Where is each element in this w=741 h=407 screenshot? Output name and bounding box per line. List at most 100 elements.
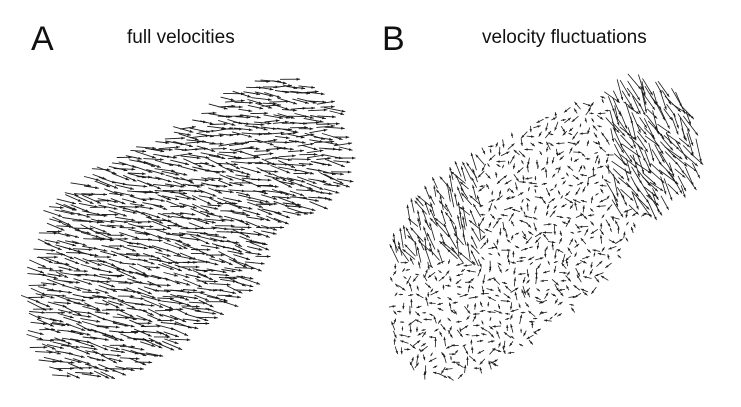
velocity-arrow-shaft	[635, 149, 645, 174]
velocity-arrow-head	[626, 170, 630, 174]
velocity-arrow-head	[637, 173, 640, 177]
velocity-arrow-head	[246, 257, 250, 261]
velocity-arrow-shaft	[612, 97, 622, 116]
velocity-arrow-head	[580, 173, 584, 177]
velocity-arrow-head	[293, 108, 297, 112]
velocity-arrow-head	[526, 289, 529, 293]
velocity-arrow-head	[525, 240, 529, 244]
velocity-arrow-head	[176, 281, 180, 285]
velocity-arrow-head	[196, 319, 200, 323]
velocity-arrow-head	[300, 149, 304, 153]
velocity-arrow-shaft	[219, 300, 239, 307]
velocity-arrow-head	[476, 334, 480, 337]
velocity-arrow-head	[142, 172, 146, 176]
velocity-arrow-head	[520, 142, 523, 146]
velocity-arrow-head	[581, 288, 585, 292]
velocity-arrow-shaft	[435, 221, 450, 238]
velocity-arrow-shaft	[611, 160, 630, 174]
velocity-arrow-head	[599, 146, 603, 150]
velocity-arrow-shaft	[173, 141, 193, 148]
velocity-arrow-shaft	[406, 204, 411, 225]
velocity-arrow-head	[659, 212, 662, 216]
velocity-arrow-head	[96, 307, 100, 310]
velocity-arrow-shaft	[191, 195, 212, 205]
velocity-arrow-head	[284, 221, 289, 225]
velocity-arrow-shaft	[173, 126, 194, 133]
velocity-arrow-shaft	[75, 340, 95, 348]
velocity-arrow-head	[545, 292, 549, 296]
velocity-arrow-shaft	[671, 153, 688, 167]
velocity-arrow-head	[588, 103, 592, 107]
velocity-arrow-head	[124, 237, 128, 241]
velocity-arrow-shaft	[290, 158, 311, 160]
velocity-arrow-head	[287, 196, 291, 200]
velocity-arrow-head	[582, 205, 585, 209]
velocity-arrow-head	[441, 370, 444, 374]
velocity-arrow-head	[129, 281, 133, 285]
velocity-arrow-head	[530, 262, 533, 265]
velocity-arrow-head	[249, 239, 254, 242]
velocity-arrow-head	[222, 270, 227, 274]
velocity-arrow-head	[600, 184, 603, 187]
velocity-arrow-head	[417, 332, 421, 336]
velocity-arrow-head	[225, 273, 229, 277]
velocity-arrow-head	[120, 233, 124, 237]
velocity-arrow-head	[462, 206, 465, 210]
velocity-arrow-head	[167, 197, 171, 201]
velocity-arrow-head	[140, 203, 144, 207]
velocity-arrow-shaft	[190, 208, 211, 218]
velocity-arrow-head	[667, 130, 671, 134]
velocity-arrow-head	[80, 355, 85, 358]
velocity-arrow-head	[446, 183, 449, 187]
velocity-arrow-head	[451, 171, 455, 175]
velocity-arrow-head	[520, 329, 523, 332]
velocity-arrow-head	[543, 200, 546, 204]
velocity-arrow-head	[223, 184, 227, 188]
velocity-arrow-head	[459, 206, 463, 210]
velocity-arrow-head	[230, 190, 234, 194]
velocity-arrow-head	[580, 182, 583, 185]
velocity-arrow-head	[228, 183, 233, 186]
velocity-arrow-head	[223, 106, 228, 110]
velocity-arrow-head	[498, 262, 502, 266]
velocity-arrow-head	[600, 96, 604, 99]
velocity-arrow-head	[498, 152, 501, 156]
velocity-arrow-head	[160, 158, 164, 161]
velocity-arrow-head	[522, 236, 526, 240]
velocity-arrow-head	[416, 247, 420, 250]
velocity-arrow-shaft	[125, 184, 148, 188]
velocity-arrow-head	[659, 89, 662, 93]
velocity-arrow-shaft	[272, 177, 293, 188]
velocity-arrow-shaft	[231, 131, 253, 138]
velocity-arrow-head	[331, 100, 335, 104]
velocity-arrow-head	[543, 270, 547, 274]
velocity-arrow-head	[531, 143, 535, 146]
velocity-arrow-head	[433, 185, 436, 189]
velocity-arrow-shaft	[611, 121, 626, 137]
velocity-arrow-head	[459, 211, 462, 215]
velocity-arrow-shaft	[86, 214, 108, 217]
velocity-arrow-head	[46, 304, 50, 307]
velocity-arrow-shaft	[614, 138, 625, 154]
velocity-arrow-head	[258, 268, 262, 272]
velocity-arrow-head	[205, 156, 209, 159]
velocity-arrow-head	[676, 146, 679, 150]
velocity-arrow-head	[572, 295, 576, 299]
velocity-arrow-head	[554, 205, 557, 209]
velocity-arrow-head	[646, 206, 650, 210]
velocity-arrow-head	[545, 246, 548, 250]
velocity-arrow-head	[64, 274, 68, 278]
velocity-arrow-head	[505, 181, 509, 185]
velocity-arrow-head	[247, 94, 251, 98]
velocity-arrow-head	[223, 235, 227, 239]
velocity-arrow-head	[448, 318, 451, 321]
velocity-arrow-head	[529, 341, 533, 345]
velocity-arrow-head	[241, 99, 245, 103]
velocity-arrow-head	[540, 311, 544, 314]
velocity-arrow-head	[106, 312, 110, 315]
velocity-arrow-head	[628, 171, 632, 175]
velocity-arrow-shaft	[613, 174, 619, 197]
velocity-arrow-head	[478, 174, 481, 178]
velocity-arrow-head	[233, 202, 237, 205]
velocity-arrow-head	[130, 368, 135, 372]
